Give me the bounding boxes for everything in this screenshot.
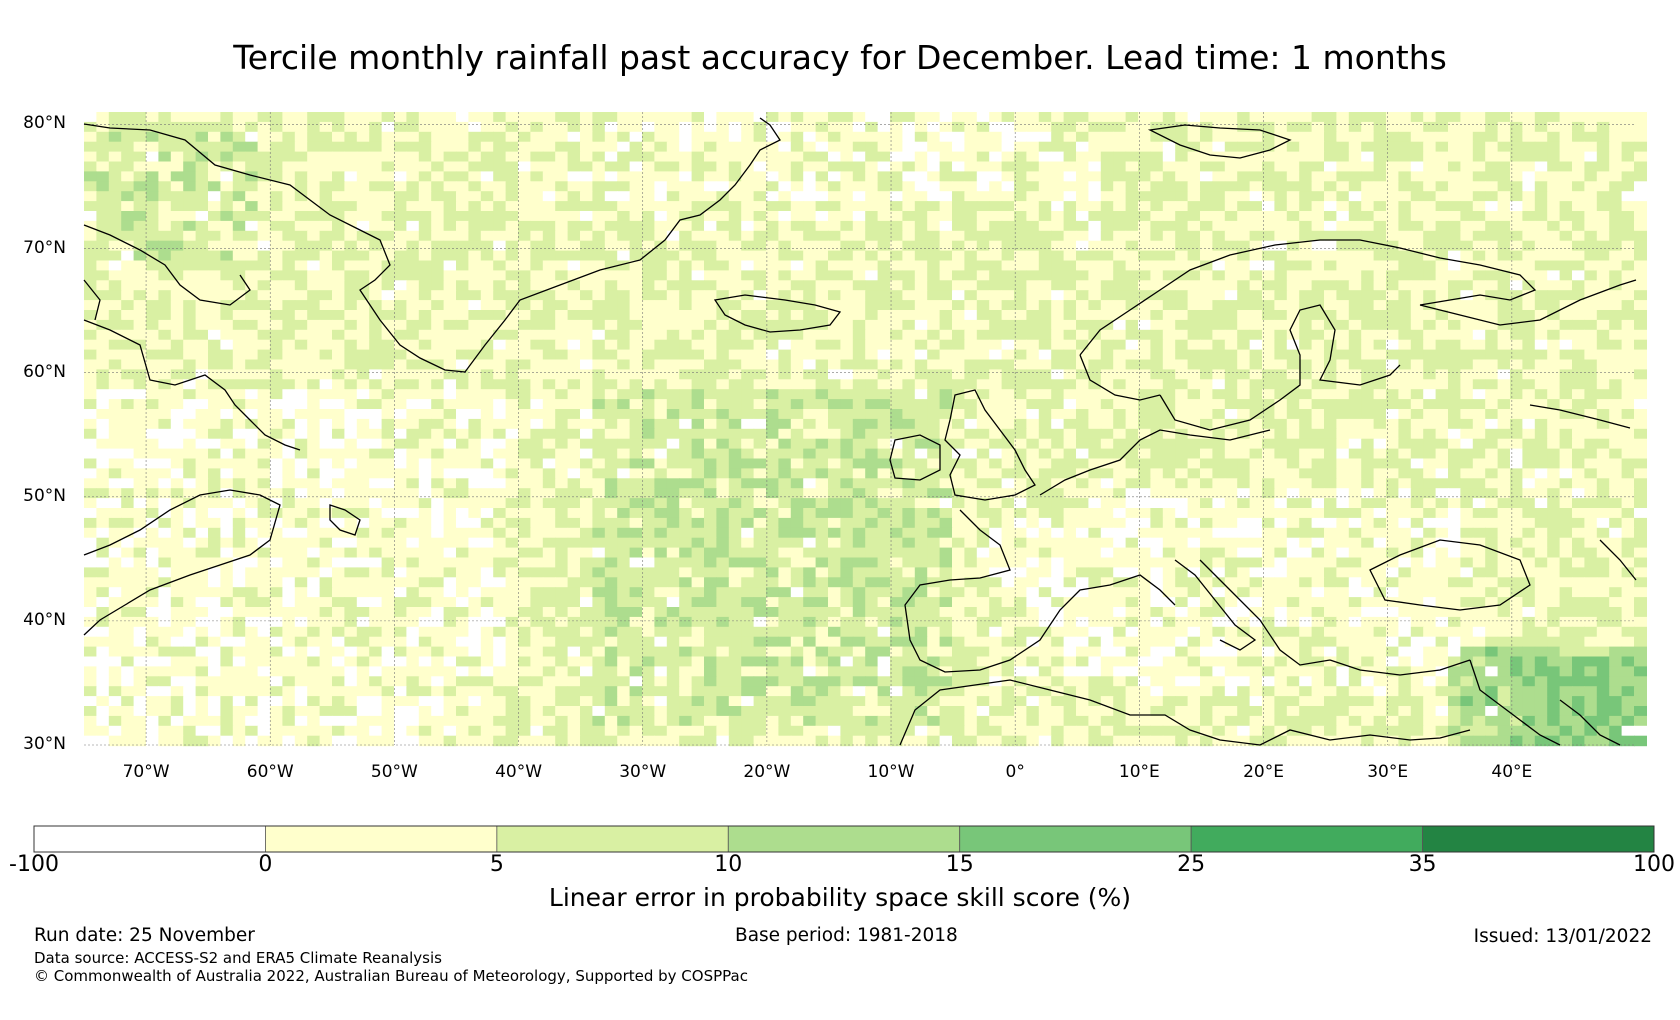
coast-labrador — [83, 279, 101, 321]
coast-middle-east — [1469, 659, 1561, 746]
issued-date: Issued: 13/01/2022 — [1473, 926, 1652, 947]
coast-red-sea — [1559, 699, 1621, 746]
coast-russia-north — [1419, 279, 1637, 326]
longitude-label: 40°E — [1491, 762, 1533, 782]
latitude-label: 70°N — [23, 237, 66, 258]
coastlines — [83, 117, 1637, 746]
coast-iceland — [713, 294, 842, 333]
coast-canada-east — [83, 319, 301, 451]
graticule — [84, 112, 1636, 746]
run-date: Run date: 25 November — [34, 925, 255, 946]
longitude-label: 10°W — [867, 762, 915, 782]
coast-turkey — [1329, 659, 1471, 676]
coast-norway-south — [1079, 354, 1161, 401]
coast-baffin — [83, 224, 251, 306]
longitude-label: 10°E — [1118, 762, 1160, 782]
coast-balkans — [1199, 559, 1331, 666]
coast-france-iberia — [904, 509, 1176, 673]
coast-svalbard — [1147, 124, 1292, 159]
longitude-label: 30°E — [1367, 762, 1409, 782]
colorbar-tick-label: -100 — [9, 852, 59, 877]
colorbar-label: Linear error in probability space skill … — [548, 883, 1132, 912]
longitude-label: 60°W — [246, 762, 294, 782]
coast-great-britain — [944, 389, 1036, 501]
colorbar-tick-label: 10 — [714, 852, 743, 877]
coast-italy — [1174, 559, 1257, 651]
latitude-label: 50°N — [23, 485, 66, 506]
coast-ireland — [889, 434, 941, 481]
coast-us-east — [83, 489, 281, 636]
chart-title: Tercile monthly rainfall past accuracy f… — [233, 38, 1447, 77]
longitude-label: 40°W — [495, 762, 543, 782]
longitude-label: 30°W — [619, 762, 667, 782]
latitude-label: 40°N — [23, 609, 66, 630]
longitude-label: 0° — [1005, 762, 1025, 782]
coast-russia-inland — [1529, 404, 1631, 429]
data-source: Data source: ACCESS-S2 and ERA5 Climate … — [34, 949, 442, 967]
coast-north-africa — [899, 679, 1471, 746]
coast-greenland — [83, 117, 781, 373]
colorbar-tick-label: 100 — [1633, 852, 1675, 877]
longitude-label: 70°W — [122, 762, 170, 782]
colorbar-tick-label: 25 — [1177, 852, 1206, 877]
coast-sweden-finland — [1159, 304, 1401, 431]
latitude-label: 30°N — [23, 734, 66, 754]
coast-black-sea — [1369, 539, 1531, 611]
base-period: Base period: 1981-2018 — [735, 925, 958, 946]
latitude-label: 80°N — [23, 113, 66, 134]
colorbar-tick-label: 15 — [945, 852, 974, 877]
latitude-label: 60°N — [23, 361, 66, 382]
colorbar-tick-label: 5 — [489, 852, 504, 877]
coast-europe-west — [1039, 429, 1271, 496]
skill-score-grid — [84, 112, 1647, 747]
colorbar-tick-label: 0 — [258, 852, 273, 877]
colorbar-tick-label: 35 — [1408, 852, 1437, 877]
longitude-label: 50°W — [370, 762, 418, 782]
coast-newfoundland — [329, 504, 361, 536]
coast-caspian — [1599, 539, 1637, 581]
longitude-label: 20°E — [1243, 762, 1284, 782]
longitude-label: 20°W — [743, 762, 791, 782]
copyright: © Commonwealth of Australia 2022, Austra… — [34, 967, 748, 985]
coast-scandinavia — [1079, 239, 1537, 356]
